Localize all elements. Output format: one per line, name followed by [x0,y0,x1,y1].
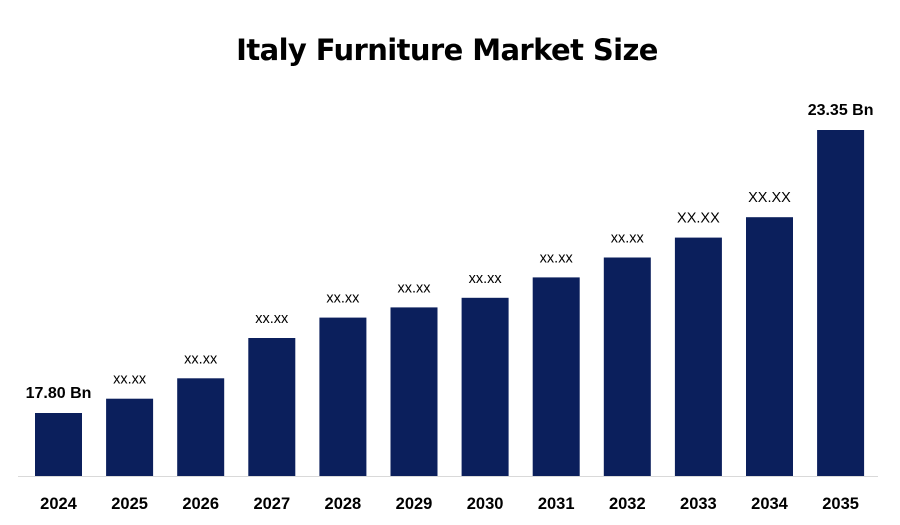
x-tick-2030: 2030 [467,495,504,513]
bar-2032 [603,257,651,476]
x-tick-2032: 2032 [609,495,646,513]
data-label-2031: xx.xx [540,250,574,266]
data-label-2033: XX.XX [677,211,720,227]
x-tick-2028: 2028 [325,495,362,513]
chart-title: Italy Furniture Market Size [236,33,658,67]
data-label-2027: xx.xx [255,311,289,327]
x-tick-2024: 2024 [40,495,78,513]
data-label-2028: xx.xx [326,291,360,307]
x-tick-2027: 2027 [253,495,290,513]
x-tick-2035: 2035 [822,495,859,513]
data-label-2034: XX.XX [748,190,791,206]
data-label-2029: xx.xx [397,280,431,296]
bar-2028 [319,317,367,476]
bar-2027 [248,338,296,476]
data-label-2032: xx.xx [611,231,645,247]
data-label-2026: xx.xx [184,351,218,367]
bar-2024 [35,413,82,476]
x-tick-2026: 2026 [182,495,219,513]
bar-2026 [177,378,225,476]
bar-group [35,130,865,476]
x-tick-2031: 2031 [538,495,575,513]
x-tick-group: 2024 2025 2026 2027 2028 2029 2030 2031 2032 2033… [40,495,859,513]
data-label-2024: 17.80 Bn [26,385,92,402]
x-tick-2025: 2025 [111,495,148,513]
bar-2035 [817,130,865,476]
data-label-2025: xx.xx [113,372,147,388]
bar-2025 [106,398,154,476]
data-label-group: 17.80 Bn xx.xx xx.xx xx.xx xx.xx xx.xx xx.xx xx… [26,102,874,402]
data-label-2030: xx.xx [469,271,503,287]
x-tick-2029: 2029 [396,495,433,513]
bar-2034 [746,217,793,476]
bar-2029 [390,307,438,476]
x-tick-2033: 2033 [680,495,717,513]
bar-2033 [674,237,722,476]
data-label-2035: 23.35 Bn [808,102,874,119]
bar-2030 [461,297,509,476]
bar-2031 [532,277,580,476]
x-tick-2034: 2034 [751,495,789,513]
